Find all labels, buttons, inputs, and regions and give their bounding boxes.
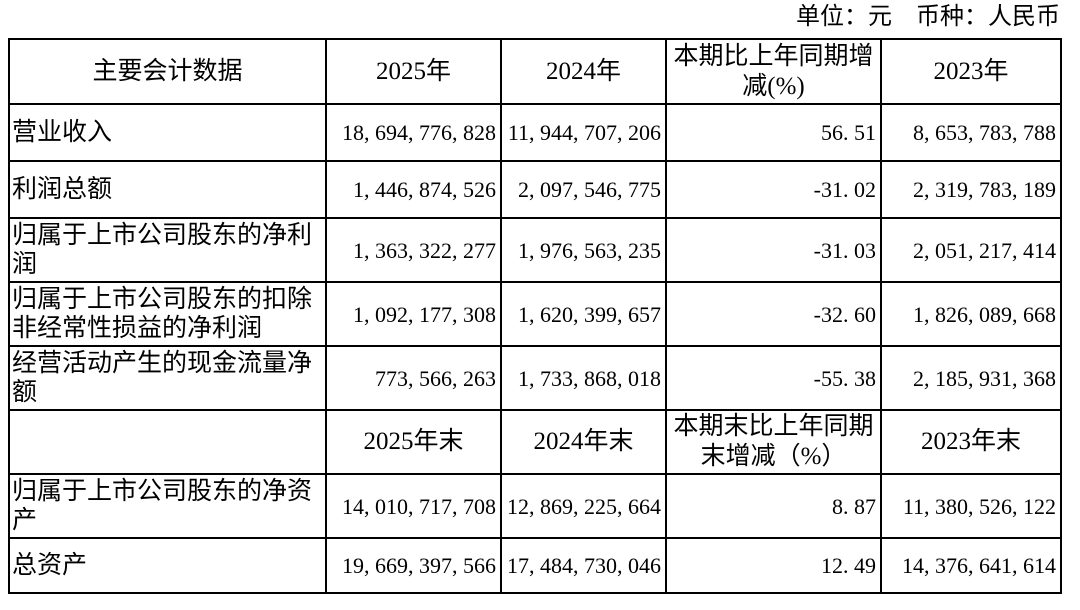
table-header-row-period: 主要会计数据 2025年 2024年 本期比上年同期增减(%) 2023年: [8, 38, 1062, 105]
value-change-pct: -31. 02: [665, 160, 882, 219]
value-2024: 1, 733, 868, 018: [500, 345, 667, 411]
col-header-2024-end: 2024年末: [500, 409, 667, 475]
table-header-row-period-end: 2025年末 2024年末 本期末比上年同期末增减（%） 2023年末: [8, 409, 1062, 475]
col-header-change: 本期比上年同期增减(%): [665, 38, 882, 105]
value-2025: 14, 010, 717, 708: [325, 473, 502, 539]
value-2024: 1, 976, 563, 235: [500, 217, 667, 283]
col-header-change-end: 本期末比上年同期末增减（%）: [665, 409, 882, 475]
value-2025: 1, 363, 322, 277: [325, 217, 502, 283]
value-2025: 1, 446, 874, 526: [325, 160, 502, 219]
col-header-2025: 2025年: [325, 38, 502, 105]
value-change-pct: -32. 60: [665, 281, 882, 347]
table-row-total-assets: 总资产 19, 669, 397, 566 17, 484, 730, 046 …: [8, 537, 1062, 594]
value-2024: 12, 869, 225, 664: [500, 473, 667, 539]
value-2023: 8, 653, 783, 788: [880, 103, 1062, 162]
key-accounting-data-table: 主要会计数据 2025年 2024年 本期比上年同期增减(%) 2023年 营业…: [8, 38, 1062, 594]
col-header-metric: 主要会计数据: [8, 38, 327, 105]
value-2025: 773, 566, 263: [325, 345, 502, 411]
table-row-net-profit-attributable: 归属于上市公司股东的净利润 1, 363, 322, 277 1, 976, 5…: [8, 217, 1062, 283]
value-change-pct: -55. 38: [665, 345, 882, 411]
col-header-2024: 2024年: [500, 38, 667, 105]
value-change-pct: 8. 87: [665, 473, 882, 539]
value-2025: 18, 694, 776, 828: [325, 103, 502, 162]
value-2024: 17, 484, 730, 046: [500, 537, 667, 594]
value-2024: 2, 097, 546, 775: [500, 160, 667, 219]
value-2023: 2, 319, 783, 189: [880, 160, 1062, 219]
value-2025: 19, 669, 397, 566: [325, 537, 502, 594]
col-header-2023-end: 2023年末: [880, 409, 1062, 475]
table-row-operating-revenue: 营业收入 18, 694, 776, 828 11, 944, 707, 206…: [8, 103, 1062, 162]
row-label: 归属于上市公司股东的扣除非经常性损益的净利润: [8, 281, 327, 347]
value-2025: 1, 092, 177, 308: [325, 281, 502, 347]
value-2023: 14, 376, 641, 614: [880, 537, 1062, 594]
value-2023: 11, 380, 526, 122: [880, 473, 1062, 539]
col-header-blank: [8, 409, 327, 475]
table-row-net-assets-attributable: 归属于上市公司股东的净资产 14, 010, 717, 708 12, 869,…: [8, 473, 1062, 539]
value-2024: 11, 944, 707, 206: [500, 103, 667, 162]
row-label: 归属于上市公司股东的净资产: [8, 473, 327, 539]
row-label: 归属于上市公司股东的净利润: [8, 217, 327, 283]
row-label: 营业收入: [8, 103, 327, 162]
value-2023: 2, 051, 217, 414: [880, 217, 1062, 283]
value-2024: 1, 620, 399, 657: [500, 281, 667, 347]
table-row-total-profit: 利润总额 1, 446, 874, 526 2, 097, 546, 775 -…: [8, 160, 1062, 219]
table-row-operating-cash-flow: 经营活动产生的现金流量净额 773, 566, 263 1, 733, 868,…: [8, 345, 1062, 411]
value-change-pct: 56. 51: [665, 103, 882, 162]
unit-currency-note: 单位：元 币种：人民币: [796, 4, 1060, 30]
row-label: 经营活动产生的现金流量净额: [8, 345, 327, 411]
row-label: 总资产: [8, 537, 327, 594]
col-header-2025-end: 2025年末: [325, 409, 502, 475]
value-change-pct: 12. 49: [665, 537, 882, 594]
table-row-net-profit-excl-nonrecurring: 归属于上市公司股东的扣除非经常性损益的净利润 1, 092, 177, 308 …: [8, 281, 1062, 347]
value-2023: 1, 826, 089, 668: [880, 281, 1062, 347]
value-change-pct: -31. 03: [665, 217, 882, 283]
value-2023: 2, 185, 931, 368: [880, 345, 1062, 411]
col-header-2023: 2023年: [880, 38, 1062, 105]
row-label: 利润总额: [8, 160, 327, 219]
